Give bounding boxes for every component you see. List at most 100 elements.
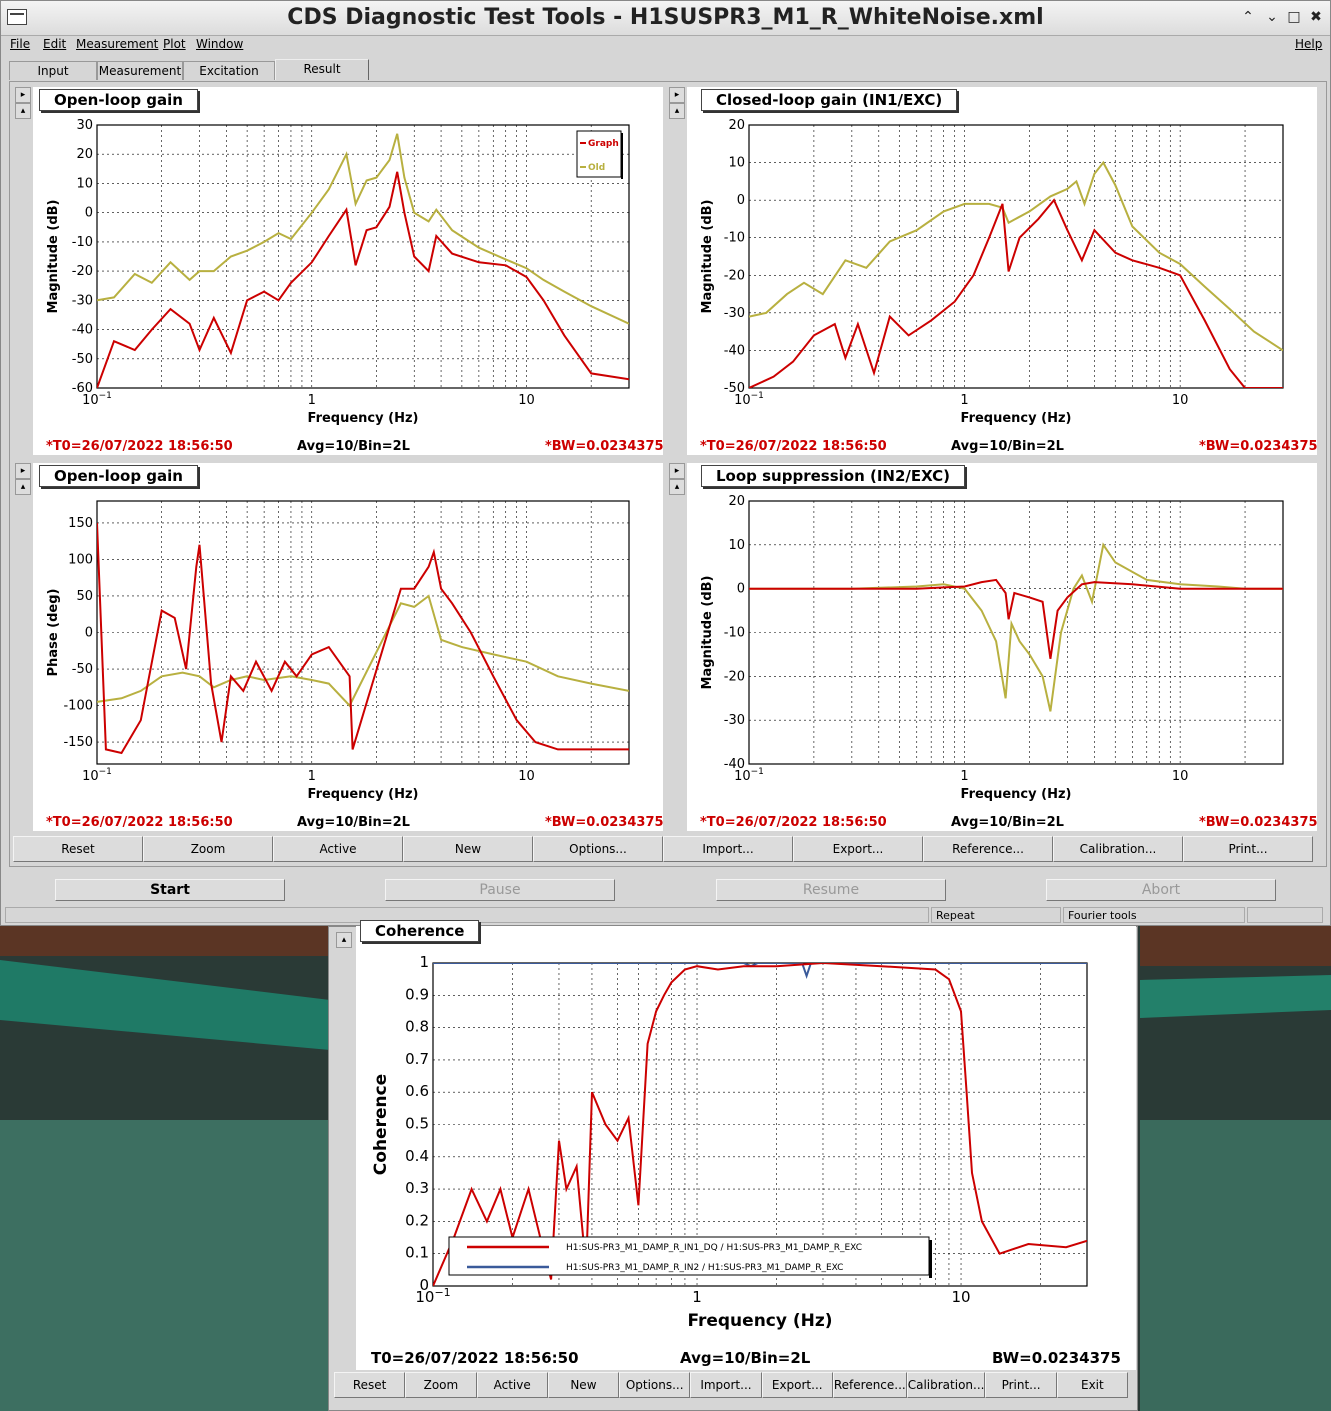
- options-button[interactable]: Options...: [533, 836, 663, 862]
- series-line-graph: [97, 171, 629, 388]
- y-axis-label: Magnitude (dB): [46, 200, 61, 314]
- status-bar: Repeat Fourier tools: [5, 907, 1325, 923]
- window-title: CDS Diagnostic Test Tools - H1SUSPR3_M1_…: [287, 5, 1044, 30]
- x-tick-label: 10−1: [82, 767, 112, 784]
- x-tick-label: 1: [960, 769, 968, 784]
- coherence-collapse-arrow[interactable]: ▴: [336, 932, 352, 948]
- y-tick-label: -30: [724, 713, 745, 728]
- coh-export-button[interactable]: Export...: [761, 1372, 833, 1398]
- coh-zoom-button[interactable]: Zoom: [405, 1372, 477, 1398]
- p2-bw-label: *BW=0.0234375: [1199, 439, 1318, 454]
- panel4-collapse-arrow[interactable]: ▴: [669, 479, 685, 495]
- y-tick-label: 100: [68, 552, 93, 567]
- reset-button[interactable]: Reset: [13, 836, 143, 862]
- x-tick-label: 1: [308, 769, 316, 784]
- reference-button[interactable]: Reference...: [923, 836, 1053, 862]
- main-window: CDS Diagnostic Test Tools - H1SUSPR3_M1_…: [0, 0, 1331, 926]
- x-axis-label: Frequency (Hz): [961, 411, 1072, 426]
- panel2-collapse-arrow[interactable]: ▴: [669, 103, 685, 119]
- y-tick-label: -100: [63, 699, 93, 714]
- close-icon[interactable]: ✖: [1310, 9, 1322, 25]
- zoom-button[interactable]: Zoom: [143, 836, 273, 862]
- new-button[interactable]: New: [403, 836, 533, 862]
- shade-icon[interactable]: ⌃: [1242, 9, 1254, 25]
- panel2-expand-arrow[interactable]: ▸: [669, 87, 685, 103]
- tab-measurement[interactable]: Measurement: [97, 61, 183, 80]
- y-tick-label: 0: [85, 206, 93, 221]
- maximize-icon[interactable]: □: [1287, 9, 1301, 25]
- pause-button[interactable]: Pause: [385, 879, 615, 901]
- y-tick-label: 0.9: [405, 985, 429, 1003]
- print-button[interactable]: Print...: [1183, 836, 1313, 862]
- y-tick-label: -50: [72, 352, 93, 367]
- menu-plot[interactable]: Plot: [163, 37, 186, 51]
- y-tick-label: 0.5: [405, 1115, 429, 1133]
- menu-help[interactable]: Help: [1295, 37, 1323, 51]
- y-tick-label: 0.2: [405, 1211, 429, 1229]
- x-tick-label: 1: [692, 1288, 702, 1306]
- active-button[interactable]: Active: [273, 836, 403, 862]
- menu-edit[interactable]: Edit: [43, 37, 67, 51]
- y-tick-label: -40: [724, 343, 745, 358]
- menu-measurement[interactable]: Measurement: [76, 37, 159, 51]
- y-tick-label: 1: [419, 953, 429, 971]
- x-axis-label: Frequency (Hz): [308, 787, 419, 802]
- coh-new-button[interactable]: New: [547, 1372, 620, 1398]
- legend-label: Old: [588, 163, 605, 173]
- p4-t0-label: *T0=26/07/2022 18:56:50: [700, 815, 887, 830]
- start-button[interactable]: Start: [55, 879, 285, 901]
- tab-result[interactable]: Result: [275, 59, 369, 80]
- coh-reference-button[interactable]: Reference...: [832, 1372, 907, 1398]
- legend-shadow: [621, 133, 623, 179]
- x-tick-label: 10−1: [734, 767, 764, 784]
- coh-exit-button[interactable]: Exit: [1056, 1372, 1128, 1398]
- window-menu-icon[interactable]: [7, 9, 27, 25]
- calibration-button[interactable]: Calibration...: [1053, 836, 1183, 862]
- y-tick-label: -30: [724, 306, 745, 321]
- coh-import-button[interactable]: Import...: [690, 1372, 762, 1398]
- p3-avg-label: Avg=10/Bin=2L: [297, 815, 410, 830]
- coh-reset-button[interactable]: Reset: [334, 1372, 406, 1398]
- y-tick-label: -50: [724, 381, 745, 396]
- y-tick-label: -10: [724, 626, 745, 641]
- export-button[interactable]: Export...: [793, 836, 923, 862]
- plot-frame: [96, 124, 630, 389]
- coh-avg-label: Avg=10/Bin=2L: [680, 1349, 811, 1367]
- p2-t0-label: *T0=26/07/2022 18:56:50: [700, 439, 887, 454]
- series-line-graph: [97, 522, 629, 755]
- import-button[interactable]: Import...: [663, 836, 793, 862]
- y-tick-label: 0.8: [405, 1018, 429, 1036]
- legend-label: H1:SUS-PR3_M1_DAMP_R_IN2 / H1:SUS-PR3_M1…: [566, 1263, 843, 1273]
- p2-avg-label: Avg=10/Bin=2L: [951, 439, 1064, 454]
- coh-options-button[interactable]: Options...: [619, 1372, 691, 1398]
- coh-active-button[interactable]: Active: [476, 1372, 548, 1398]
- panel1-expand-arrow[interactable]: ▸: [15, 87, 31, 103]
- abort-button[interactable]: Abort: [1046, 879, 1276, 901]
- panel4-expand-arrow[interactable]: ▸: [669, 463, 685, 479]
- y-tick-label: 0: [419, 1276, 429, 1294]
- legend-box: [576, 130, 622, 178]
- loop-suppression-panel: -40 -30 -20 -10 0 10 20 10−1 1 10 Frequency (Hz) Ma…: [687, 463, 1317, 831]
- y-tick-label: 0.7: [405, 1050, 429, 1068]
- minimize-icon[interactable]: ⌄: [1266, 9, 1278, 25]
- menu-bar: File Edit Measurement Plot Window Help: [1, 35, 1330, 55]
- tab-excitation[interactable]: Excitation: [183, 61, 275, 80]
- y-tick-label: -10: [724, 231, 745, 246]
- resume-button[interactable]: Resume: [716, 879, 946, 901]
- menu-file[interactable]: File: [10, 37, 31, 51]
- panel3-collapse-arrow[interactable]: ▴: [15, 479, 31, 495]
- coh-t0-label: T0=26/07/2022 18:56:50: [371, 1349, 579, 1367]
- y-tick-label: 0: [737, 582, 745, 597]
- coh-bw-label: BW=0.0234375: [992, 1349, 1121, 1367]
- y-tick-label: -60: [72, 381, 93, 396]
- tab-input[interactable]: Input: [9, 61, 97, 80]
- panel1-collapse-arrow[interactable]: ▴: [15, 103, 31, 119]
- coh-print-button[interactable]: Print...: [985, 1372, 1057, 1398]
- cl-mag-title: Closed-loop gain (IN1/EXC): [701, 89, 958, 111]
- x-tick-label: 10−1: [415, 1286, 450, 1306]
- panel3-expand-arrow[interactable]: ▸: [15, 463, 31, 479]
- menu-window[interactable]: Window: [196, 37, 244, 51]
- plot-button-row: Reset Zoom Active New Options... Import.…: [13, 836, 1313, 862]
- coh-calibration-button[interactable]: Calibration...: [906, 1372, 986, 1398]
- coherence-panel: 0 0.1 0.2 0.3 0.4 0.5 0.6 0.7 0.8 0.9 1 10−1 1 10 Freq…: [356, 926, 1136, 1370]
